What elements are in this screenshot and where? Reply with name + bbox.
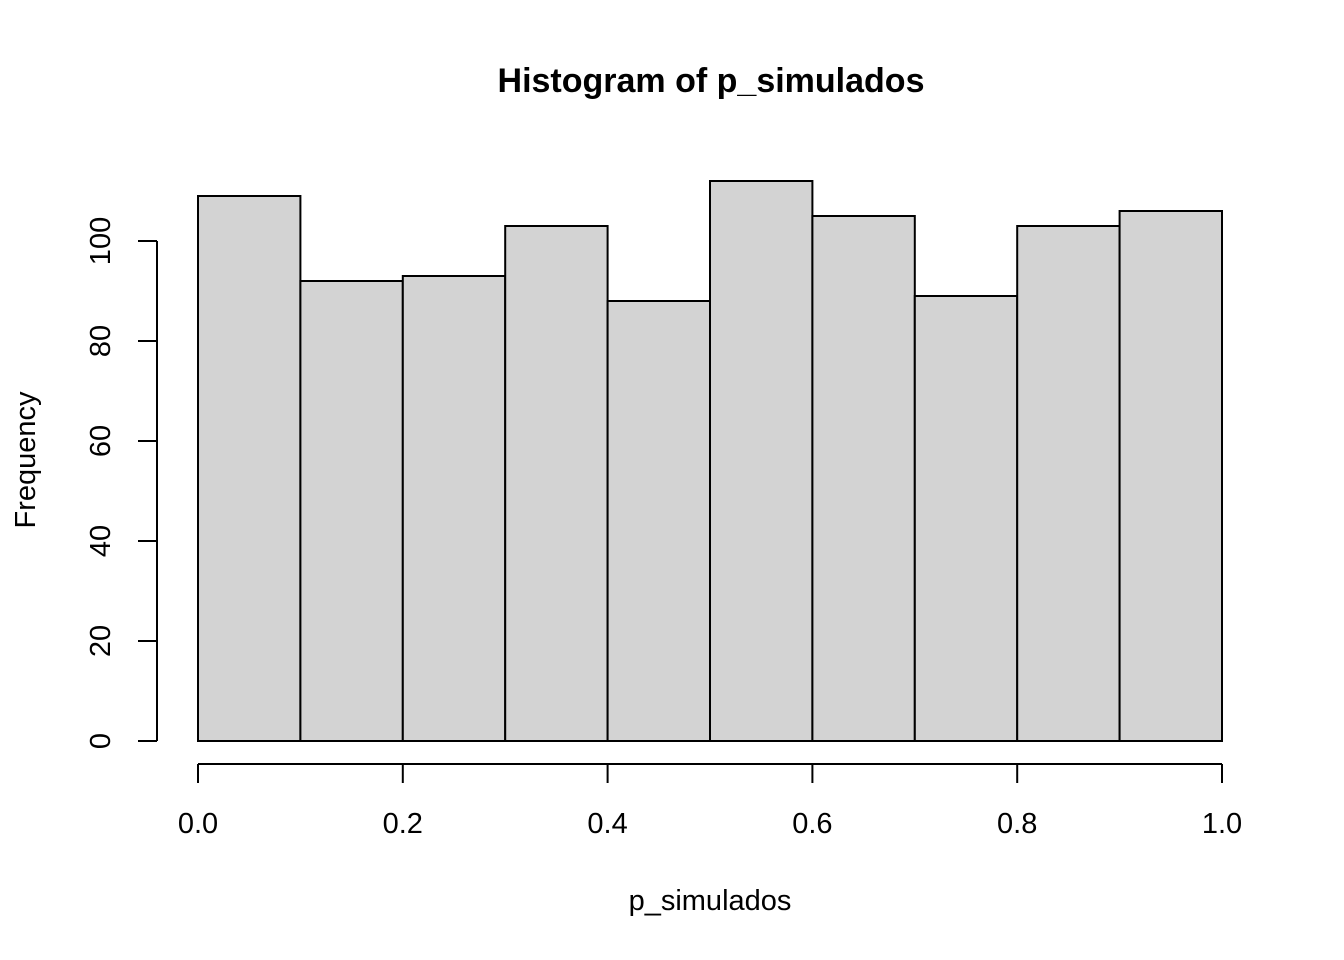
y-tick-label: 100 [85,217,117,265]
x-axis-label: p_simulados [629,885,792,917]
histogram-bar-7 [811,215,916,742]
histogram-bar-5 [606,300,711,742]
y-tick-label: 40 [85,525,117,557]
x-tick-label: 0.2 [383,808,423,840]
x-tick-label: 1.0 [1202,808,1242,840]
x-tick-label: 0.4 [587,808,627,840]
histogram-bar-4 [504,225,609,742]
x-tick-label: 0.6 [792,808,832,840]
y-tick-label: 20 [85,625,117,657]
histogram-bar-1 [197,195,302,742]
x-axis: 0.0 0.2 0.4 0.6 0.8 1.0 [178,763,1242,840]
histogram-bar-2 [299,280,404,742]
histogram-bar-6 [709,180,814,742]
histogram-bars [197,180,1223,742]
histogram-bar-10 [1118,210,1223,742]
y-axis: 0 20 40 60 80 100 [85,217,158,749]
x-tick-label: 0.8 [997,808,1037,840]
y-tick-label: 80 [85,325,117,357]
histogram-bar-9 [1016,225,1121,742]
histogram-bar-3 [401,275,507,742]
histogram-bar-8 [913,295,1019,742]
y-axis-label: Frequency [10,391,42,529]
x-tick-label: 0.0 [178,808,218,840]
y-tick-label: 0 [85,733,117,749]
y-tick-label: 60 [85,425,117,457]
chart-title: Histogram of p_simulados [498,62,925,100]
